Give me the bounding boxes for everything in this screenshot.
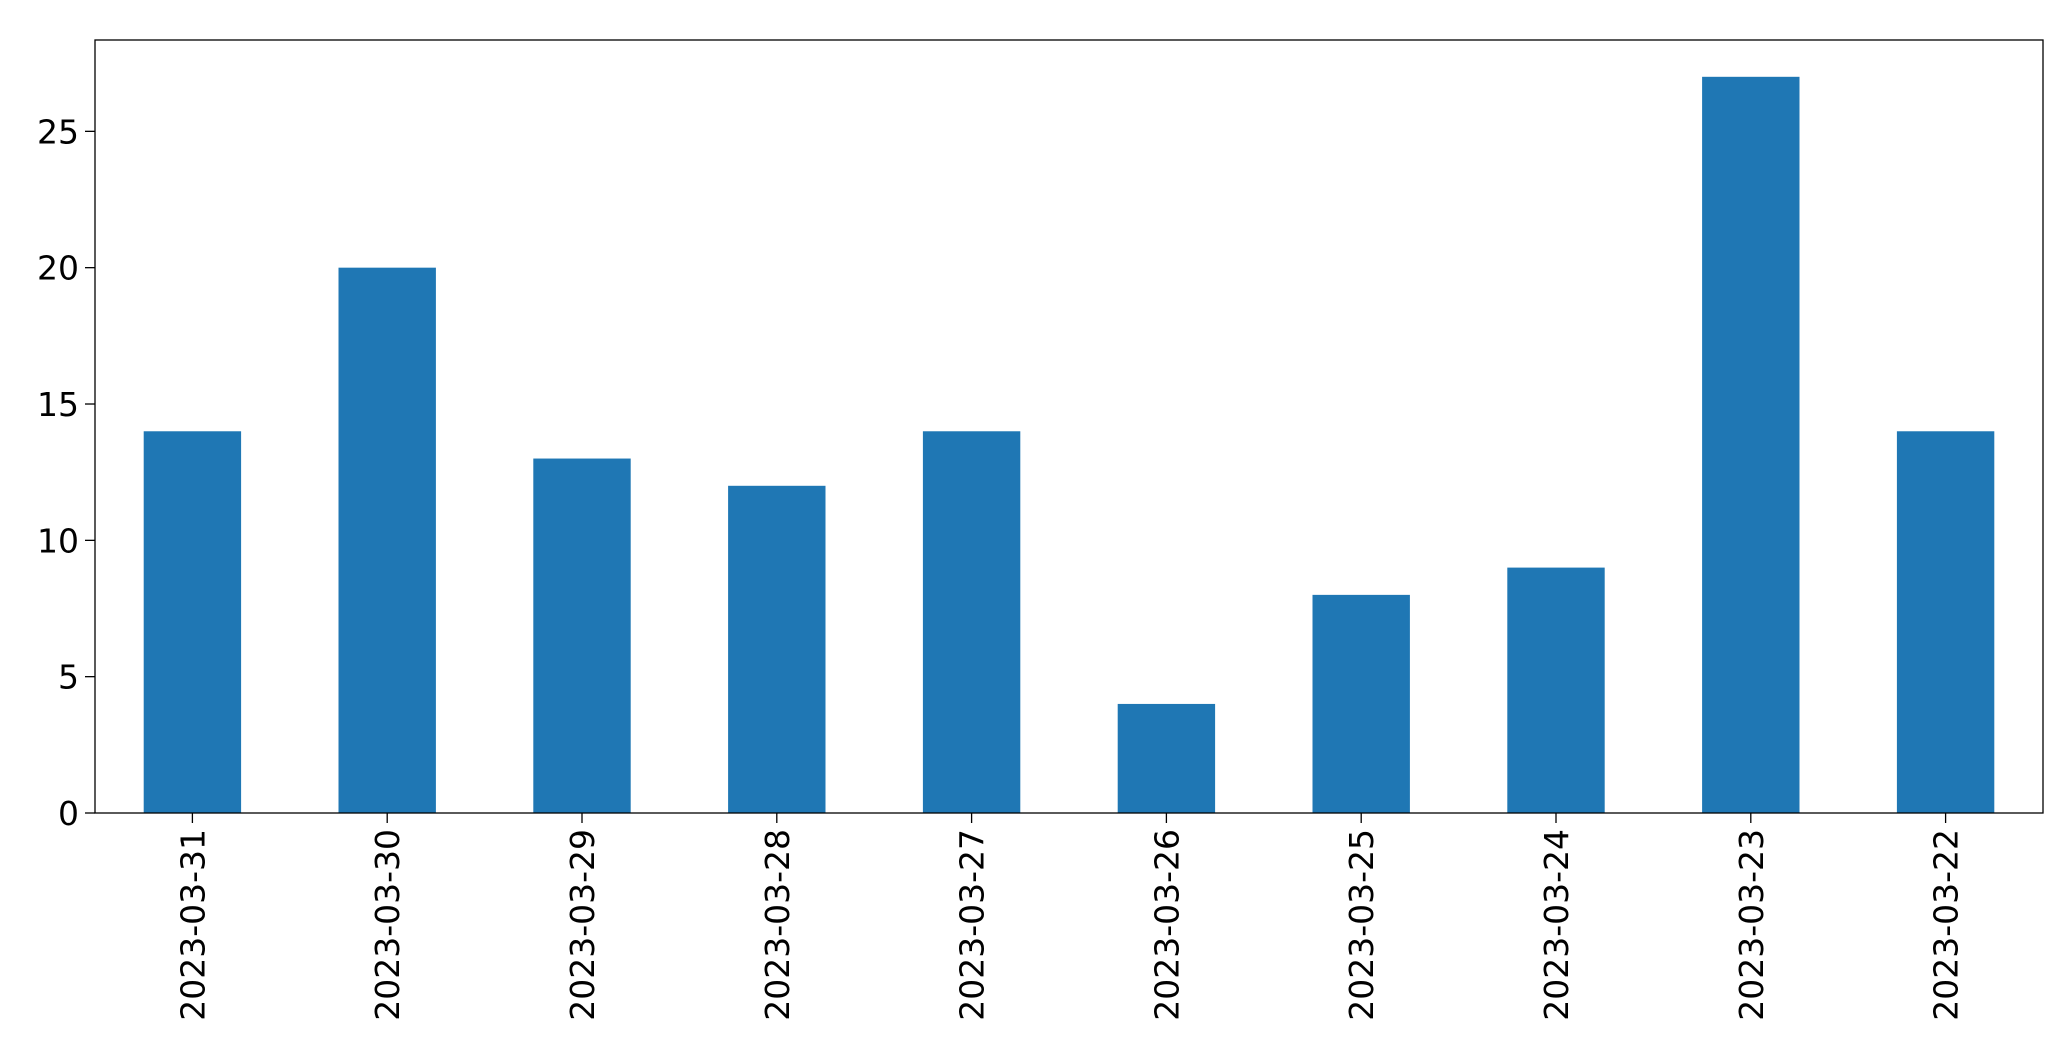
x-axis: 2023-03-31 2023-03-30 2023-03-29 2023-03-28…: [173, 813, 1966, 1021]
bar-2023-03-26: [1117, 703, 1216, 813]
y-axis: 0 5 10 15 20 25: [37, 112, 95, 833]
x-tick-label: 2023-03-25: [1342, 829, 1381, 1021]
x-tick-label: 2023-03-22: [1927, 829, 1966, 1021]
y-tick-label: 25: [37, 112, 79, 151]
bar-2023-03-25: [1312, 594, 1410, 813]
x-tick-label: 2023-03-31: [173, 829, 212, 1021]
y-tick-label: 0: [58, 794, 79, 833]
bar-2023-03-27: [922, 431, 1021, 813]
bars-layer: [143, 76, 1995, 813]
x-tick-label: 2023-03-30: [368, 829, 407, 1021]
bar-2023-03-29: [533, 458, 631, 813]
x-tick-label: 2023-03-27: [953, 829, 992, 1021]
y-tick-label: 5: [58, 658, 79, 697]
plot-frame: [94, 39, 2044, 814]
y-tick-label: 10: [37, 521, 79, 560]
bar-2023-03-30: [338, 267, 436, 813]
bar-2023-03-24: [1507, 567, 1605, 813]
y-tick-label: 20: [37, 249, 79, 288]
x-tick-label: 2023-03-28: [758, 829, 797, 1021]
bar-2023-03-23: [1702, 76, 1800, 813]
x-tick-label: 2023-03-24: [1537, 829, 1576, 1021]
bar-2023-03-28: [728, 485, 826, 813]
bar-2023-03-22: [1896, 431, 1995, 813]
x-tick-label: 2023-03-29: [563, 829, 602, 1021]
x-tick-label: 2023-03-23: [1732, 829, 1771, 1021]
y-tick-label: 15: [37, 385, 79, 424]
bar-2023-03-31: [143, 431, 242, 813]
x-tick-label: 2023-03-26: [1147, 829, 1186, 1021]
